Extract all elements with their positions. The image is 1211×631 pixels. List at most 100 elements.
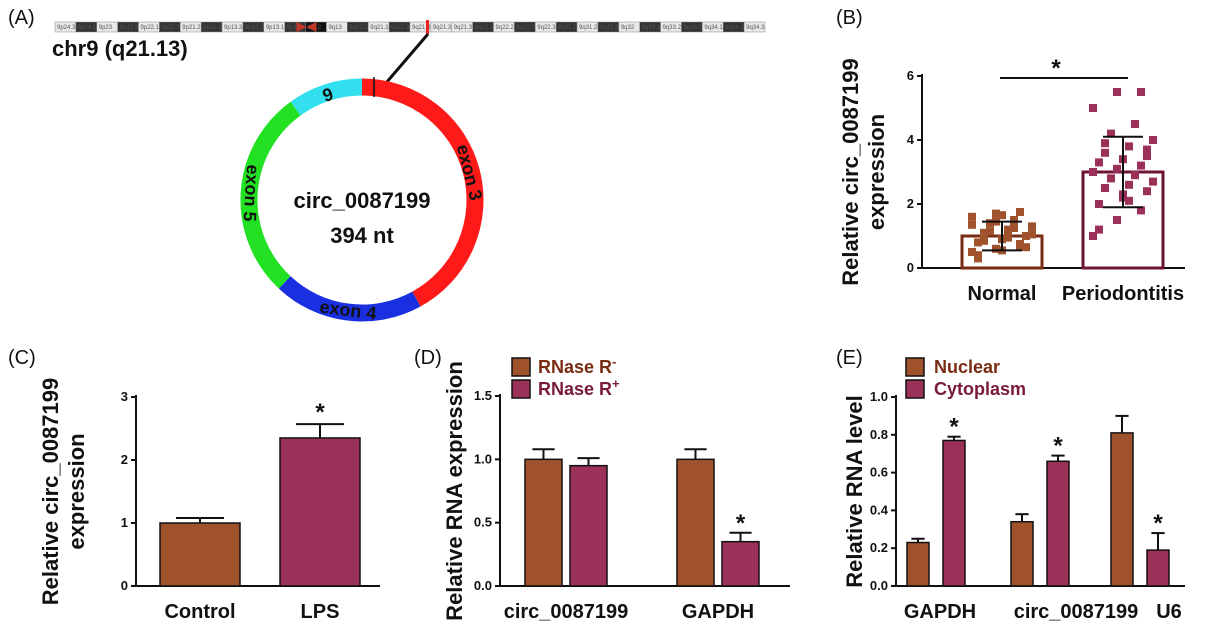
data-point (1125, 180, 1133, 189)
data-point (1089, 168, 1097, 176)
ideogram-band-label: 9q31.1 (558, 25, 577, 31)
data-point (992, 244, 1000, 253)
ideogram-band-label: 9q32 (621, 25, 635, 31)
data-point (974, 254, 982, 263)
y-axis-title: Relative RNA expression (442, 361, 467, 621)
legend-label: Cytoplasm (934, 379, 1026, 399)
significance-star: * (736, 510, 746, 537)
data-point (1149, 177, 1157, 186)
centromere-mark (306, 22, 317, 32)
legend-label: RNase R- (538, 354, 616, 377)
significance-star: * (315, 399, 325, 426)
legend-swatch (511, 379, 531, 399)
exon-label: exon 3 (453, 142, 487, 202)
data-point (992, 209, 1000, 218)
bar (524, 458, 563, 587)
data-point (1004, 233, 1012, 242)
legend-label: Nuclear (934, 357, 1000, 377)
data-point (1107, 174, 1115, 183)
x-category-label: U6 (1156, 601, 1182, 623)
bar (1046, 460, 1070, 587)
exon-label: exon 4 (319, 297, 378, 324)
data-point (1095, 158, 1103, 167)
chart-d: 0.0 0.5 1.0 1.5 Relative RNA expression circ_… (442, 354, 790, 623)
x-category-label: GAPDH (682, 601, 754, 623)
legend-swatch (905, 357, 925, 377)
circrna-length: 394 nt (330, 223, 394, 248)
ideogram-band-label: 9p12 (287, 25, 301, 31)
ideogram-band-label: 9q34.13 (725, 25, 747, 31)
y-tick-label: 0 (121, 578, 128, 593)
exon-arc (290, 78, 363, 116)
data-point (1113, 216, 1121, 224)
data-point (1131, 171, 1139, 180)
data-point (1016, 208, 1024, 216)
y-tick-label: 3 (121, 389, 128, 404)
chart-b: 0 2 4 6 Relative circ_0087199 expression Norma… (838, 55, 1185, 305)
data-point (1095, 225, 1103, 234)
data-point (968, 212, 976, 221)
data-point (1010, 224, 1018, 232)
data-point (1137, 206, 1145, 215)
centromere-mark (296, 22, 307, 32)
data-point (1149, 136, 1157, 144)
data-point (1028, 230, 1036, 239)
ideogram-band-label: 9q22.33 (537, 25, 559, 31)
x-category-label: Normal (968, 283, 1037, 305)
bar (906, 541, 930, 587)
ideogram-band-label: 9p24.3 (57, 25, 76, 31)
ideogram-band-label: 9q33.1 (642, 25, 661, 31)
data-point (1131, 120, 1139, 128)
y-tick-label: 0.5 (474, 515, 492, 530)
y-tick-label: 4 (907, 132, 915, 147)
bar (721, 540, 760, 587)
bar (1146, 549, 1170, 587)
ideogram-band-label: 9q21.11 (349, 25, 371, 31)
ideogram-band-label: 9q22.2 (496, 25, 515, 31)
legend-swatch (511, 357, 531, 377)
ideogram-band-label: 9q21.32 (433, 25, 455, 31)
x-category-label: LPS (301, 601, 340, 623)
ideogram-band-label: 9q21.31 (412, 25, 434, 31)
ideogram-band-label: 9q31.2 (579, 25, 598, 31)
data-point (1101, 184, 1109, 192)
x-category-label: Periodontitis (1062, 283, 1184, 305)
ideogram-band (743, 21, 766, 33)
data-point (1028, 222, 1036, 231)
legend-swatch (905, 379, 925, 399)
y-tick-label: 2 (907, 196, 914, 211)
data-point (1010, 216, 1018, 224)
ideogram-band-label: 9q34.11 (704, 25, 726, 31)
exon-arc (361, 78, 484, 307)
data-point (1125, 142, 1133, 151)
data-point (1089, 104, 1097, 112)
data-point (1004, 228, 1012, 237)
y-tick-label: 1.0 (474, 451, 492, 466)
data-point (986, 227, 994, 236)
y-axis-title: Relative circ_0087199 (838, 58, 863, 286)
y-tick-label: 0.8 (870, 427, 888, 442)
data-point (968, 220, 976, 229)
ideogram-band-label: 9q21.13 (370, 25, 392, 31)
ideogram-band-label: 9q33.2 (663, 25, 682, 31)
y-tick-label: 1.0 (870, 389, 888, 404)
chromosome-ideogram: 9p24.3 9p24.1 9p23 9p22.3 9p22.1 9p21.3 9p21.2… (54, 20, 766, 34)
ideogram-band-label: 9q13 (328, 25, 342, 31)
ideogram-band-label: 9p21.2 (182, 25, 201, 31)
data-point (1113, 88, 1121, 96)
data-point (968, 248, 976, 256)
bar (1110, 432, 1134, 587)
ideogram-band-label: 9q22.31 (516, 25, 538, 31)
data-point (1143, 152, 1151, 160)
ideogram-band-label: 9q34.3 (746, 25, 765, 31)
y-tick-label: 0 (907, 260, 914, 275)
bar (279, 437, 361, 587)
y-tick-label: 0.0 (474, 578, 492, 593)
bar (942, 439, 966, 587)
x-category-label: GAPDH (904, 601, 976, 623)
ideogram-band-label: 9p22.1 (141, 25, 160, 31)
exon-arc (278, 276, 421, 322)
y-axis-title: Relative circ_0087199 (38, 378, 63, 606)
